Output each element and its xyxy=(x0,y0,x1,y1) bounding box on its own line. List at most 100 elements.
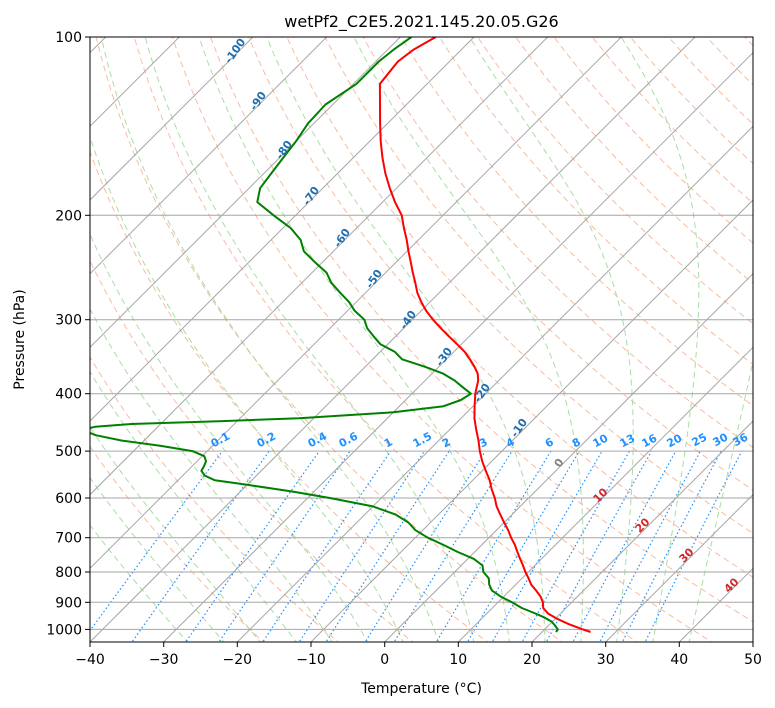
dry-adiabat xyxy=(133,37,638,642)
y-tick-label: 1000 xyxy=(46,622,82,638)
mixing-ratio-label: 0.1 xyxy=(209,430,232,451)
y-tick-label: 800 xyxy=(55,565,82,581)
y-tick-label: 900 xyxy=(55,595,82,611)
temperature-profile xyxy=(378,37,591,633)
moist-adiabat xyxy=(90,232,369,642)
mixing-ratio-line xyxy=(572,450,677,642)
dry-adiabat xyxy=(171,37,713,642)
mixing-ratio-line xyxy=(621,450,722,642)
dewpoint-profile xyxy=(90,37,559,633)
y-tick-label: 700 xyxy=(55,531,82,547)
mixing-ratio-label: 0.4 xyxy=(306,429,330,450)
x-axis-label: Temperature (°C) xyxy=(360,681,482,697)
moist-adiabat xyxy=(90,135,404,642)
y-tick-label: 500 xyxy=(55,444,82,460)
mixing-ratio-label: 20 xyxy=(665,431,685,450)
y-axis-ticks: 100 200 300 400 500 600 700 800 900 1000 xyxy=(46,30,90,638)
mixing-ratio-label: 1.5 xyxy=(411,430,434,451)
isotherm xyxy=(90,37,549,496)
isotherm xyxy=(531,420,753,642)
adiabat-label: -80 xyxy=(273,138,295,162)
isotherm xyxy=(90,37,696,642)
plot-frame xyxy=(89,36,754,643)
mixing-ratio-line xyxy=(491,450,603,642)
chart-title: wetPf2_C2E5.2021.145.20.05.G26 xyxy=(284,12,558,32)
y-tick-label: 300 xyxy=(55,313,82,329)
adiabat-label: 10 xyxy=(591,485,611,505)
adiabat-label: 0 xyxy=(552,456,567,470)
moist-adiabat xyxy=(90,524,188,642)
mixing-ratio-line xyxy=(325,450,450,642)
x-tick-label: 20 xyxy=(523,652,541,668)
mixing-ratio-label: 16 xyxy=(640,431,660,450)
y-tick-label: 400 xyxy=(55,387,82,403)
mixing-ratio-line xyxy=(435,450,552,642)
isobars xyxy=(90,37,753,630)
mixing-ratio-label: 36 xyxy=(731,430,751,449)
adiabat-label: 30 xyxy=(677,545,697,565)
mixing-ratio-line xyxy=(185,450,320,642)
moist-adiabat xyxy=(90,426,261,642)
dry-adiabat xyxy=(744,37,753,47)
y-tick-label: 100 xyxy=(55,30,82,46)
adiabat-label: -60 xyxy=(331,226,353,250)
isotherm xyxy=(383,272,753,642)
mixing-ratio-line xyxy=(599,450,702,642)
x-tick-label: 50 xyxy=(744,652,762,668)
mixing-ratio-line xyxy=(218,450,351,642)
mixing-ratio-line xyxy=(521,450,631,642)
moist-adiabat xyxy=(688,358,753,642)
isotherm xyxy=(162,51,753,642)
isotherm xyxy=(236,125,753,642)
mixing-ratio-label: 8 xyxy=(570,435,583,450)
isotherm xyxy=(90,37,181,128)
mixing-ratio-label: 10 xyxy=(591,431,611,450)
moist-adiabat xyxy=(100,37,440,642)
x-tick-label: 40 xyxy=(670,652,688,668)
adiabat-label: 20 xyxy=(633,515,653,535)
mixing-ratio-label: 30 xyxy=(711,430,731,449)
mixing-ratio-line xyxy=(298,450,425,642)
mixing-ratio-line xyxy=(262,450,392,642)
adiabat-label: -40 xyxy=(397,308,419,332)
isotherm xyxy=(90,37,328,275)
isotherm xyxy=(457,346,753,642)
mixing-ratio-label: 6 xyxy=(543,435,556,450)
dry-adiabat xyxy=(90,259,414,642)
isotherms xyxy=(90,37,753,642)
dry-adiabat xyxy=(553,37,753,244)
isotherm xyxy=(90,37,402,349)
mixing-ratio-line xyxy=(466,450,580,642)
isotherm xyxy=(90,37,623,570)
dry-adiabat xyxy=(90,150,489,642)
isotherm xyxy=(752,641,753,642)
dry-adiabat xyxy=(248,37,753,578)
profiles xyxy=(90,37,591,633)
moist-adiabats xyxy=(90,37,753,642)
x-axis-ticks: −40 −30 −20 −10 0 10 20 30 40 50 xyxy=(75,642,762,668)
x-tick-label: 10 xyxy=(449,652,467,668)
dry-adiabat xyxy=(438,37,753,366)
isotherm xyxy=(90,37,475,422)
moist-adiabat xyxy=(353,37,584,642)
mixing-ratio-line xyxy=(644,450,743,642)
isotherm xyxy=(604,493,753,642)
mixing-ratio-line xyxy=(364,450,486,642)
dry-adiabat xyxy=(286,37,753,534)
moist-adiabat xyxy=(90,308,333,642)
y-tick-label: 600 xyxy=(55,491,82,507)
adiabat-label: -90 xyxy=(247,89,269,113)
mixing-ratio-label: 0.6 xyxy=(337,429,361,450)
dry-adiabat xyxy=(515,37,753,284)
mixing-ratio-label: 13 xyxy=(618,432,638,451)
dry-adiabat xyxy=(400,37,753,407)
plot-area: -100-90-80-70-60-50-40-30-20-10010203040… xyxy=(90,37,753,642)
y-tick-label: 200 xyxy=(55,208,82,224)
mixing-ratio-line xyxy=(393,450,513,642)
x-tick-label: −40 xyxy=(75,652,105,668)
dry-adiabats xyxy=(90,37,753,642)
x-tick-label: 0 xyxy=(380,652,389,668)
adiabat-label: -30 xyxy=(433,345,455,369)
x-tick-label: 30 xyxy=(597,652,615,668)
dry-adiabat xyxy=(324,37,753,491)
